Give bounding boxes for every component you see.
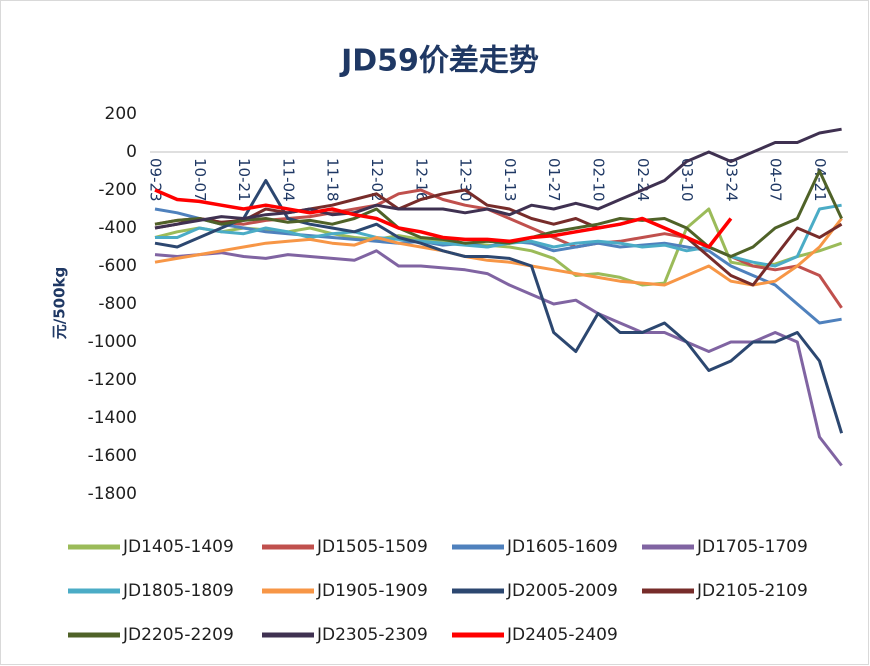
legend-label: JD1705-1709 bbox=[696, 537, 808, 557]
series-line bbox=[154, 217, 843, 287]
y-tick-label: -200 bbox=[98, 180, 137, 200]
y-tick-label: 0 bbox=[126, 142, 137, 162]
legend-label: JD1405-1409 bbox=[122, 537, 234, 557]
y-tick-label: -1000 bbox=[88, 332, 137, 352]
legend-label: JD2005-2009 bbox=[506, 581, 618, 601]
legend-label: JD1605-1609 bbox=[506, 537, 618, 557]
y-tick-label: -1200 bbox=[88, 370, 137, 390]
x-tick-label: 02-10 bbox=[590, 158, 608, 202]
y-tick-label: -1400 bbox=[88, 408, 137, 428]
y-tick-label: -600 bbox=[98, 256, 137, 276]
x-tick-label: 10-07 bbox=[191, 158, 209, 202]
x-tick-label: 11-04 bbox=[279, 158, 297, 202]
series-line bbox=[154, 127, 842, 230]
series-line bbox=[154, 179, 844, 434]
legend-label: JD1505-1509 bbox=[316, 537, 428, 557]
series-line bbox=[154, 188, 733, 249]
x-tick-label: 03-10 bbox=[678, 158, 696, 202]
series-line bbox=[154, 188, 843, 287]
series-line bbox=[154, 169, 843, 258]
y-tick-label: 200 bbox=[105, 104, 137, 124]
legend-label: JD2105-2109 bbox=[696, 581, 808, 601]
x-tick-label: 04-07 bbox=[767, 158, 785, 202]
legend-label: JD1905-1909 bbox=[316, 581, 428, 601]
y-axis-label: 元/500kg bbox=[51, 267, 69, 340]
x-tick-label: 03-24 bbox=[722, 158, 740, 202]
series-line bbox=[154, 249, 843, 467]
x-tick-label: 02-24 bbox=[634, 158, 652, 202]
x-tick-label: 12-02 bbox=[368, 158, 386, 202]
y-tick-label: -1800 bbox=[88, 484, 137, 504]
chart-title: JD59价差走势 bbox=[339, 44, 539, 79]
x-tick-label: 11-18 bbox=[324, 158, 342, 202]
x-tick-label: 09-23 bbox=[147, 158, 165, 202]
y-tick-label: -1600 bbox=[88, 446, 137, 466]
y-tick-label: -400 bbox=[98, 218, 137, 238]
legend-label: JD2205-2209 bbox=[122, 625, 234, 645]
x-tick-label: 10-21 bbox=[235, 158, 253, 202]
x-tick-label: 01-27 bbox=[545, 158, 563, 202]
legend-label: JD1805-1809 bbox=[122, 581, 234, 601]
legend-label: JD2305-2309 bbox=[316, 625, 428, 645]
x-tick-label: 12-16 bbox=[412, 158, 430, 202]
x-tick-label: 01-13 bbox=[501, 158, 519, 202]
x-tick-label: 04-21 bbox=[811, 158, 829, 202]
y-tick-label: -800 bbox=[98, 294, 137, 314]
legend-label: JD2405-2409 bbox=[506, 625, 618, 645]
